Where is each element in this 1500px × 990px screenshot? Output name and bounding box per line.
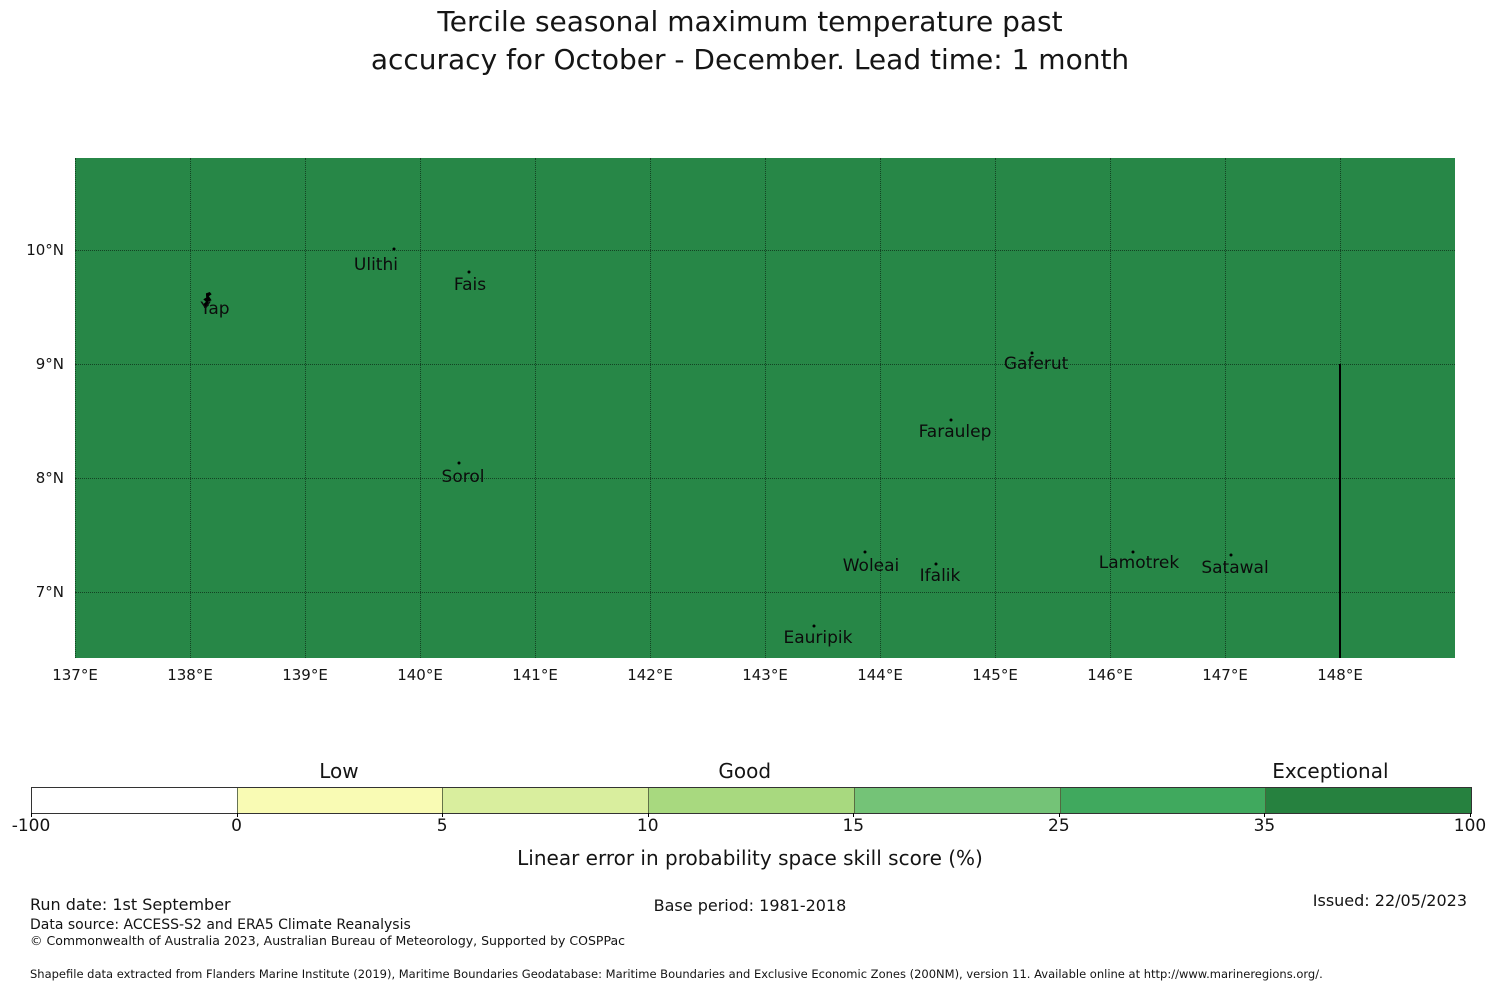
- x-tick-label-140: 140°E: [397, 666, 443, 684]
- chart-title-line1: Tercile seasonal maximum temperature pas…: [437, 5, 1063, 38]
- x-tick-label-142: 142°E: [627, 666, 673, 684]
- colorbar-tick-label-10: 10: [636, 816, 659, 836]
- island-marker-fais: [467, 270, 471, 274]
- x-tick-label-139: 139°E: [282, 666, 328, 684]
- island-label-woleai: Woleai: [842, 556, 900, 577]
- gridline-lon-143: [765, 158, 766, 658]
- y-tick-label-10: 10°N: [26, 240, 64, 259]
- island-marker-ifalik: [934, 562, 938, 566]
- island-label-satawal: Satawal: [1201, 558, 1269, 579]
- colorbar-segment-35to100: [1266, 788, 1472, 813]
- colorbar-tick-label--100: -100: [11, 816, 51, 836]
- shapefile-note-text: Shapefile data extracted from Flanders M…: [30, 967, 1323, 981]
- colorbar-axis-label: Linear error in probability space skill …: [517, 846, 983, 870]
- island-label-ulithi: Ulithi: [353, 254, 398, 275]
- gridline-lon-142: [650, 158, 651, 658]
- colorbar-segment-0to5: [237, 788, 444, 813]
- colorbar-tick-5: [442, 813, 444, 817]
- eez-boundary-line: [1339, 363, 1341, 658]
- colorbar-tick-25: [1058, 813, 1060, 817]
- colorbar-tick-label-35: 35: [1253, 816, 1276, 836]
- gridline-lon-144: [880, 158, 881, 658]
- colorbar-tick-label-25: 25: [1048, 816, 1070, 836]
- gridline-lon-141: [535, 158, 536, 658]
- x-tick-label-138: 138°E: [167, 666, 213, 684]
- island-label-yap: Yap: [200, 298, 230, 319]
- gridline-lat-7: [75, 591, 1455, 593]
- copyright-text: © Commonwealth of Australia 2023, Austra…: [30, 933, 625, 948]
- x-tick-label-148: 148°E: [1317, 666, 1363, 684]
- chart-title-line2: accuracy for October - December. Lead ti…: [370, 43, 1130, 76]
- colorbar-segment-15to25: [854, 788, 1061, 813]
- colorbar-category-exceptional: Exceptional: [1272, 759, 1389, 783]
- y-tick-label-8: 8°N: [35, 468, 64, 487]
- colorbar-tick-label-5: 5: [436, 816, 448, 836]
- colorbar-tick-10: [647, 813, 649, 817]
- data-source-text: Data source: ACCESS-S2 and ERA5 Climate …: [30, 917, 411, 933]
- x-tick-label-145: 145°E: [972, 666, 1018, 684]
- x-tick-label-147: 147°E: [1202, 666, 1248, 684]
- gridline-lon-137: [75, 158, 76, 658]
- island-marker-sorol: [457, 461, 461, 465]
- colorbar-tick-100: [1470, 813, 1471, 817]
- gridline-lon-146: [1110, 158, 1111, 658]
- gridline-lat-8: [75, 477, 1455, 479]
- y-tick-label-9: 9°N: [35, 354, 64, 373]
- colorbar-tick-label-0: 0: [231, 816, 242, 836]
- colorbar-segment-5to10: [443, 788, 650, 813]
- island-marker-gaferut: [1030, 351, 1034, 355]
- island-label-gaferut: Gaferut: [1003, 354, 1069, 375]
- x-tick-label-137: 137°E: [52, 666, 98, 684]
- colorbar-category-good: Good: [718, 759, 772, 783]
- gridline-lat-9: [75, 363, 1455, 365]
- colorbar-segment-10to15: [649, 788, 855, 813]
- colorbar-tick-35: [1264, 813, 1266, 817]
- run-date-text: Run date: 1st September: [30, 895, 231, 914]
- chart-title: Tercile seasonal maximum temperature pas…: [0, 3, 1500, 79]
- gridline-lon-140: [420, 158, 421, 658]
- y-tick-label-7: 7°N: [35, 582, 64, 601]
- colorbar-tick-label-100: 100: [1453, 816, 1487, 836]
- colorbar-tick-0: [236, 813, 238, 817]
- colorbar-category-low: Low: [319, 759, 359, 783]
- island-label-fais: Fais: [453, 275, 487, 296]
- island-label-faraulep: Faraulep: [918, 422, 992, 443]
- island-marker-satawal: [1229, 553, 1233, 557]
- island-label-eauripik: Eauripik: [783, 628, 853, 649]
- island-marker-ulithi: [392, 247, 396, 251]
- x-tick-label-144: 144°E: [857, 666, 903, 684]
- gridline-lon-138: [190, 158, 191, 658]
- colorbar-tick-label-15: 15: [842, 816, 865, 836]
- island-label-ifalik: Ifalik: [919, 566, 961, 587]
- island-label-sorol: Sorol: [441, 467, 485, 488]
- colorbar-segment--100to0: [32, 788, 238, 813]
- colorbar-segment-25to35: [1060, 788, 1267, 813]
- island-marker-woleai: [863, 550, 867, 554]
- base-period-text: Base period: 1981-2018: [653, 896, 847, 915]
- x-tick-label-141: 141°E: [512, 666, 558, 684]
- x-tick-label-143: 143°E: [742, 666, 788, 684]
- gridline-lon-139: [305, 158, 306, 658]
- gridline-lon-145: [995, 158, 996, 658]
- x-tick-label-146: 146°E: [1087, 666, 1133, 684]
- issued-date-text: Issued: 22/05/2023: [1312, 891, 1467, 910]
- colorbar-tick-15: [853, 813, 855, 817]
- colorbar-tick--100: [31, 813, 32, 817]
- gridline-lat-10: [75, 249, 1455, 251]
- colorbar: [31, 787, 1472, 814]
- island-marker-faraulep: [949, 418, 953, 422]
- gridline-lon-147: [1225, 158, 1226, 658]
- map-area: Yap Ulithi Fais Sorol Gaferut Faraulep Woleai I…: [75, 158, 1455, 658]
- island-marker-eauripik: [812, 624, 816, 628]
- island-label-lamotrek: Lamotrek: [1098, 553, 1180, 574]
- island-marker-lamotrek: [1131, 550, 1135, 554]
